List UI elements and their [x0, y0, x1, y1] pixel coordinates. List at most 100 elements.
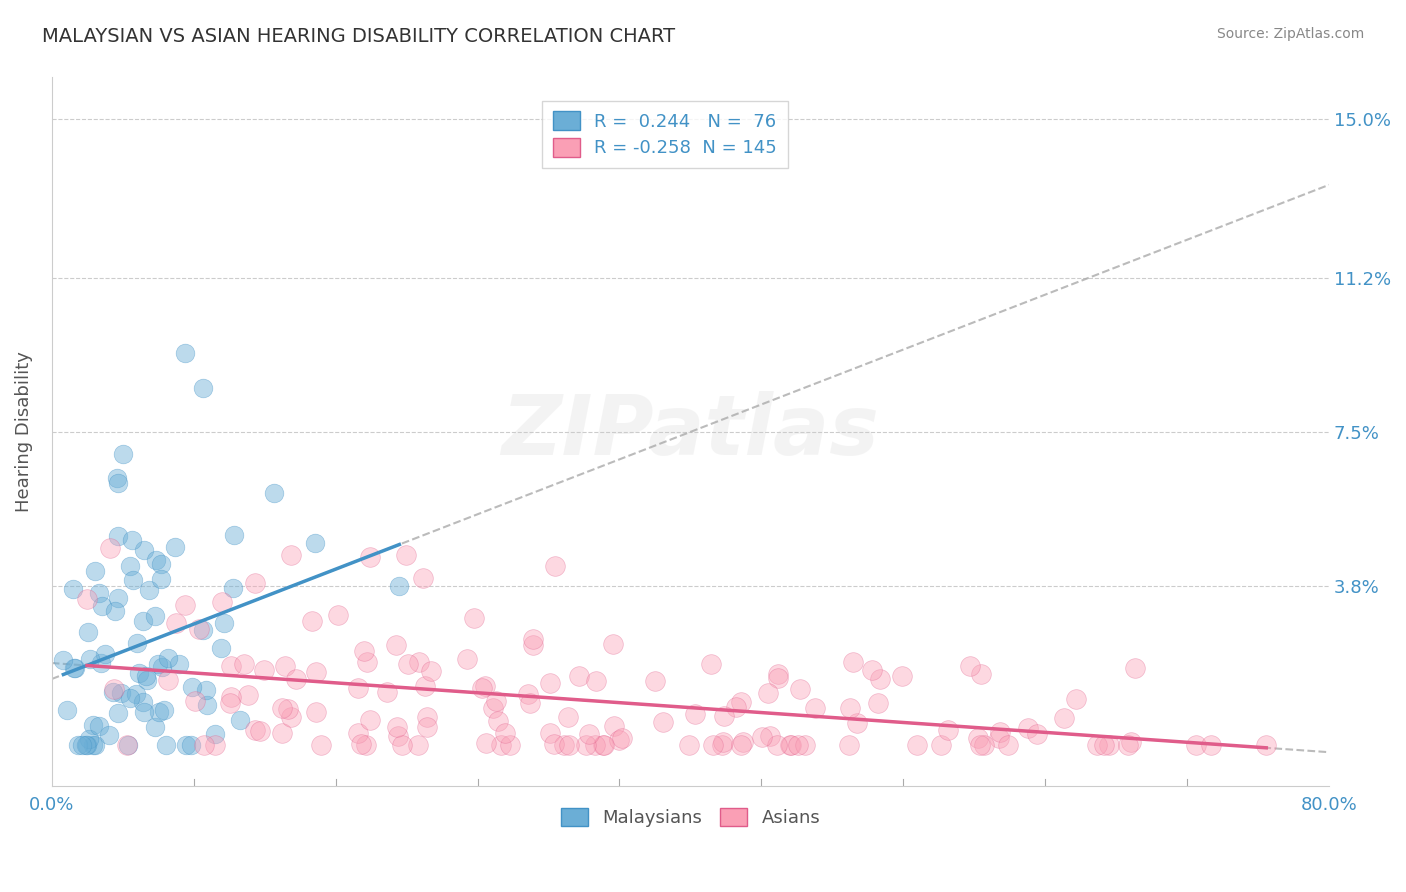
- Point: [412, 571, 434, 585]
- Point: [766, 738, 789, 752]
- Point: [1123, 661, 1146, 675]
- Point: [522, 638, 544, 652]
- Point: [285, 672, 308, 686]
- Point: [485, 694, 508, 708]
- Point: [132, 705, 155, 719]
- Point: [354, 738, 377, 752]
- Point: [609, 733, 631, 747]
- Point: [77, 625, 100, 640]
- Point: [385, 720, 408, 734]
- Point: [104, 604, 127, 618]
- Point: [969, 667, 991, 681]
- Point: [612, 731, 634, 745]
- Point: [125, 687, 148, 701]
- Point: [274, 658, 297, 673]
- Point: [107, 591, 129, 606]
- Point: [121, 533, 143, 548]
- Point: [145, 609, 167, 624]
- Point: [82, 738, 104, 752]
- Point: [711, 735, 734, 749]
- Point: [644, 673, 666, 688]
- Point: [860, 663, 883, 677]
- Point: [91, 599, 114, 613]
- Point: [222, 528, 245, 542]
- Point: [70, 738, 93, 752]
- Point: [270, 701, 292, 715]
- Point: [517, 687, 540, 701]
- Point: [396, 657, 419, 671]
- Point: [304, 705, 326, 719]
- Point: [592, 738, 614, 752]
- Point: [107, 476, 129, 491]
- Point: [193, 738, 215, 752]
- Point: [214, 616, 236, 631]
- Point: [553, 738, 575, 752]
- Point: [988, 725, 1011, 739]
- Point: [135, 673, 157, 687]
- Point: [756, 686, 779, 700]
- Point: [406, 738, 429, 752]
- Point: [155, 738, 177, 752]
- Point: [76, 592, 98, 607]
- Point: [678, 738, 700, 752]
- Point: [222, 581, 245, 595]
- Point: [169, 657, 191, 672]
- Point: [768, 671, 790, 685]
- Point: [211, 595, 233, 609]
- Point: [79, 652, 101, 666]
- Point: [494, 726, 516, 740]
- Point: [585, 673, 607, 688]
- Point: [713, 708, 735, 723]
- Point: [519, 696, 541, 710]
- Point: [90, 656, 112, 670]
- Point: [84, 564, 107, 578]
- Point: [538, 676, 561, 690]
- Point: [602, 637, 624, 651]
- Point: [191, 623, 214, 637]
- Point: [245, 576, 267, 591]
- Point: [1017, 721, 1039, 735]
- Point: [263, 486, 285, 500]
- Point: [219, 690, 242, 705]
- Point: [408, 655, 430, 669]
- Point: [173, 345, 195, 359]
- Point: [936, 723, 959, 738]
- Point: [603, 719, 626, 733]
- Point: [973, 738, 995, 752]
- Point: [846, 716, 869, 731]
- Point: [751, 730, 773, 744]
- Point: [491, 738, 513, 752]
- Point: [387, 729, 409, 743]
- Point: [1256, 738, 1278, 752]
- Point: [1092, 738, 1115, 752]
- Point: [789, 681, 811, 696]
- Point: [730, 695, 752, 709]
- Point: [128, 665, 150, 680]
- Point: [187, 622, 209, 636]
- Point: [463, 611, 485, 625]
- Y-axis label: Hearing Disability: Hearing Disability: [15, 351, 32, 512]
- Point: [253, 663, 276, 677]
- Point: [280, 710, 302, 724]
- Point: [132, 695, 155, 709]
- Point: [101, 685, 124, 699]
- Point: [700, 657, 723, 672]
- Point: [115, 738, 138, 752]
- Point: [482, 700, 505, 714]
- Point: [391, 738, 413, 752]
- Point: [868, 696, 890, 710]
- Point: [471, 681, 494, 695]
- Point: [184, 693, 207, 707]
- Text: Source: ZipAtlas.com: Source: ZipAtlas.com: [1216, 27, 1364, 41]
- Point: [779, 738, 801, 752]
- Point: [652, 714, 675, 729]
- Point: [997, 738, 1019, 752]
- Point: [219, 696, 242, 710]
- Point: [305, 665, 328, 680]
- Point: [125, 636, 148, 650]
- Point: [388, 579, 411, 593]
- Point: [132, 614, 155, 628]
- Point: [173, 598, 195, 612]
- Point: [219, 659, 242, 673]
- Point: [522, 632, 544, 646]
